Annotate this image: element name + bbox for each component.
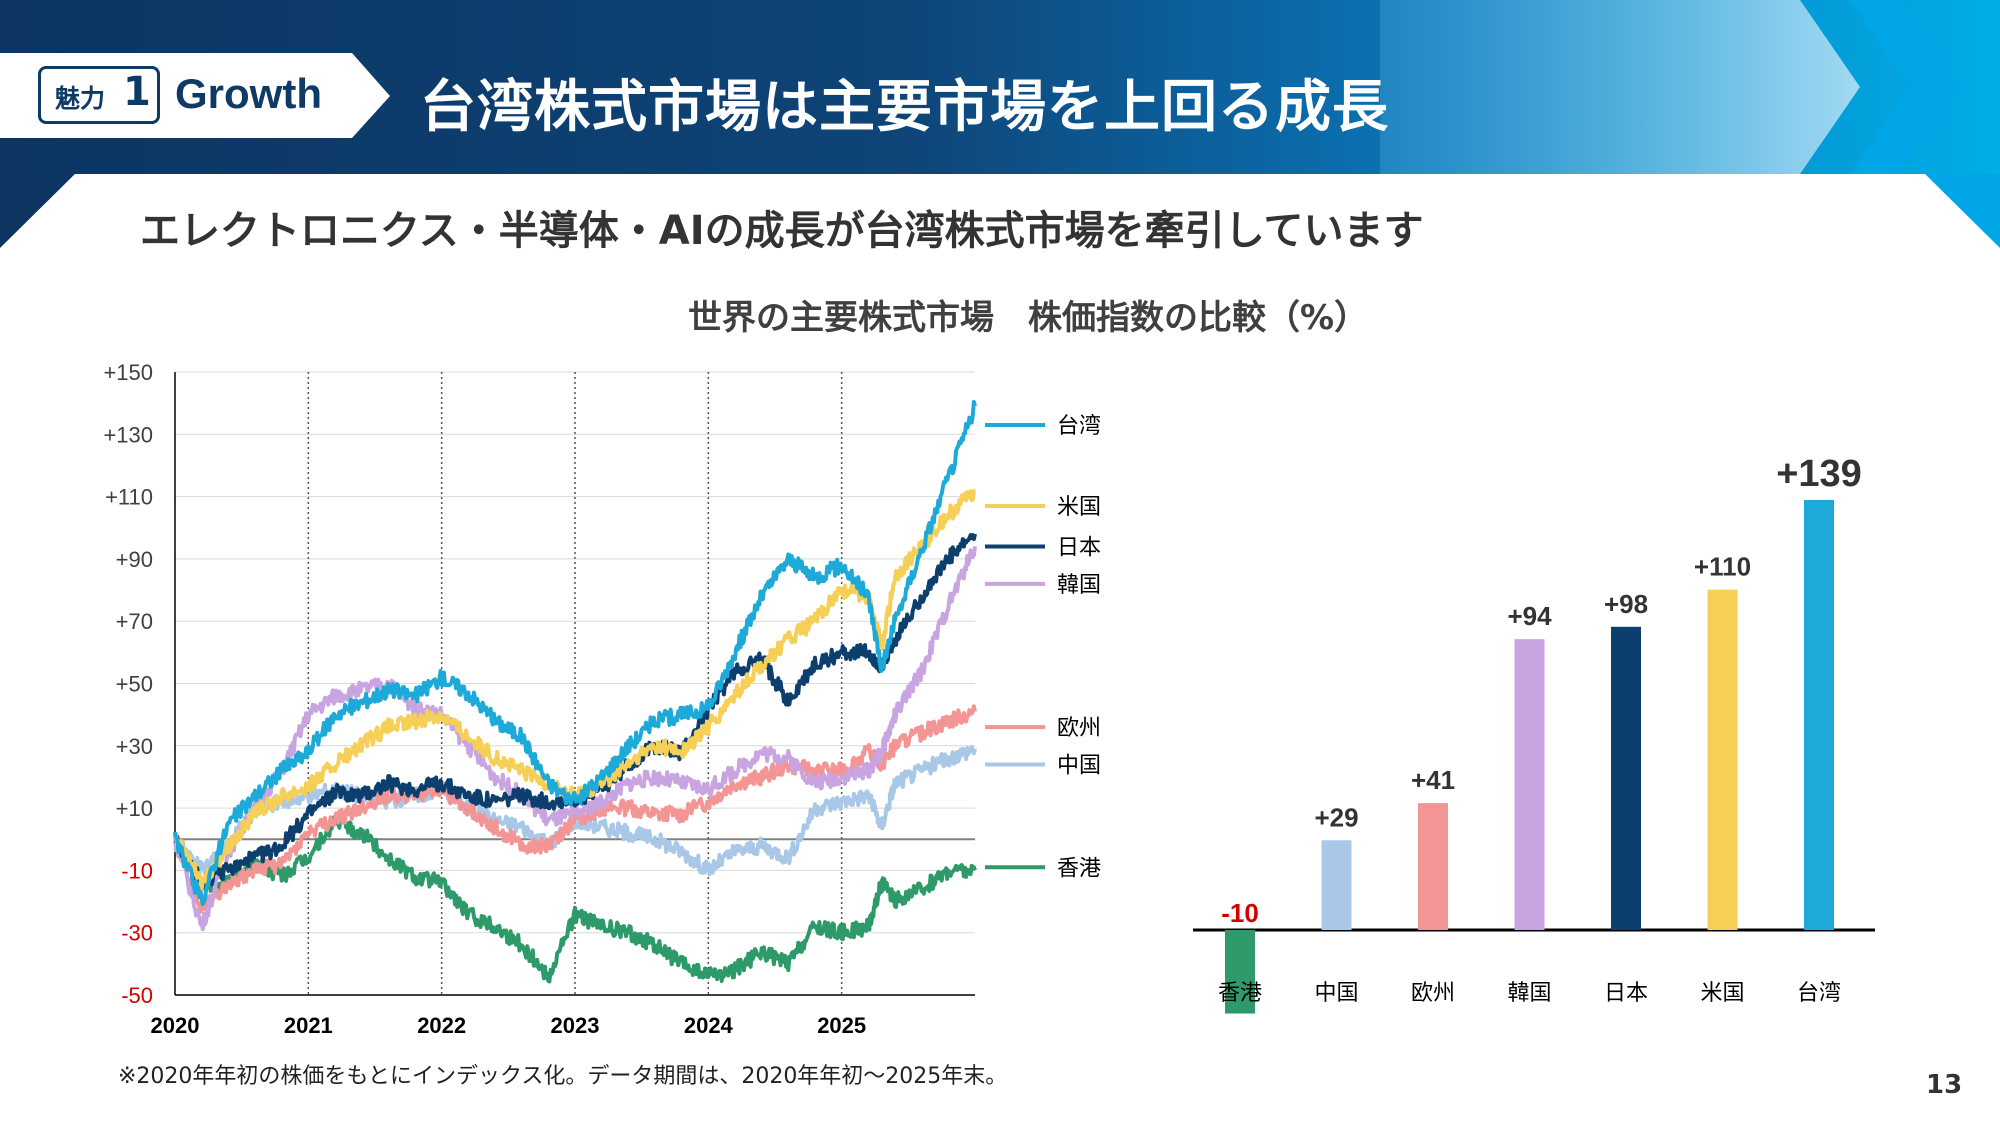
bar-韓国 bbox=[1514, 639, 1545, 930]
y-tick-label: +90 bbox=[116, 547, 153, 572]
chart-title: 世界の主要株式市場 株価指数の比較（%） bbox=[688, 298, 1369, 338]
y-tick-label: -10 bbox=[121, 858, 153, 883]
bar-欧州 bbox=[1418, 803, 1448, 930]
series-line-韓国 bbox=[173, 546, 977, 932]
bar-日本 bbox=[1611, 626, 1641, 930]
y-tick-label: +50 bbox=[116, 672, 153, 697]
bar-米国 bbox=[1707, 589, 1738, 930]
legend-label: 台湾 bbox=[1057, 413, 1101, 438]
series-line-中国 bbox=[173, 744, 977, 877]
bar-category-label: 中国 bbox=[1314, 980, 1358, 1005]
bar-category-label: 米国 bbox=[1700, 980, 1744, 1005]
bar-category-label: 欧州 bbox=[1411, 980, 1455, 1005]
bar-value-label: +94 bbox=[1507, 601, 1552, 631]
y-tick-label: +130 bbox=[103, 422, 153, 447]
bar-value-label: +98 bbox=[1604, 589, 1648, 619]
bar-台湾 bbox=[1804, 499, 1834, 930]
bar-value-label: +110 bbox=[1694, 552, 1751, 582]
x-tick-label: 2023 bbox=[551, 1013, 600, 1038]
bar-category-label: 日本 bbox=[1604, 980, 1648, 1005]
page-title: 台湾株式市場は主要市場を上回る成長 bbox=[420, 75, 1389, 140]
line-chart: +150 +130 +110 +90 +70 +50 +30 +10 -10 -30 -50 2020… bbox=[103, 360, 1101, 1038]
bar-value-label: +41 bbox=[1411, 765, 1455, 795]
series-line-香港 bbox=[173, 814, 977, 984]
y-tick-label: +110 bbox=[105, 485, 153, 510]
badge-word: Growth bbox=[175, 70, 322, 117]
bar-category-label: 韓国 bbox=[1507, 980, 1551, 1005]
legend-label: 中国 bbox=[1057, 752, 1101, 777]
x-tick-label: 2022 bbox=[417, 1013, 466, 1038]
x-tick-label: 2025 bbox=[817, 1013, 866, 1038]
legend-label: 欧州 bbox=[1057, 715, 1101, 740]
bar-chart: -10 香港 +29 中国 +41 欧州 +94 韓国 +98 日本 +110 米国 +139 台湾 bbox=[1193, 453, 1875, 1014]
badge: 魅力 1 bbox=[38, 66, 160, 124]
legend-label: 日本 bbox=[1057, 534, 1101, 559]
x-tick-label: 2024 bbox=[684, 1013, 734, 1038]
footnote: ※2020年年初の株価をもとにインデックス化。データ期間は、2020年年初～20… bbox=[118, 1064, 1008, 1089]
badge-number: 1 bbox=[123, 69, 151, 115]
bar-value-label: -10 bbox=[1221, 898, 1259, 928]
y-tick-label: +70 bbox=[116, 609, 153, 634]
y-tick-label: +30 bbox=[116, 734, 153, 759]
x-tick-label: 2021 bbox=[284, 1013, 333, 1038]
bar-value-label: +29 bbox=[1314, 802, 1358, 832]
y-tick-label: -30 bbox=[121, 921, 153, 946]
bar-category-label: 台湾 bbox=[1797, 980, 1841, 1005]
page-number: 13 bbox=[1926, 1070, 1963, 1100]
legend-label: 韓国 bbox=[1057, 572, 1101, 597]
legend-label: 米国 bbox=[1057, 494, 1101, 519]
subtitle: エレクトロニクス・半導体・AIの成長が台湾株式市場を牽引しています bbox=[140, 208, 1424, 254]
badge-label: 魅力 bbox=[55, 84, 106, 113]
bar-香港 bbox=[1225, 930, 1255, 1014]
bar-category-label: 香港 bbox=[1218, 980, 1262, 1005]
bar-中国 bbox=[1321, 840, 1352, 930]
y-tick-label: +150 bbox=[103, 360, 153, 385]
legend-label: 香港 bbox=[1057, 855, 1101, 880]
x-tick-label: 2020 bbox=[151, 1013, 200, 1038]
bar-value-label: +139 bbox=[1776, 453, 1862, 495]
series-line-台湾 bbox=[173, 400, 977, 906]
y-tick-label: +10 bbox=[116, 796, 153, 821]
y-tick-label: -50 bbox=[121, 983, 153, 1008]
